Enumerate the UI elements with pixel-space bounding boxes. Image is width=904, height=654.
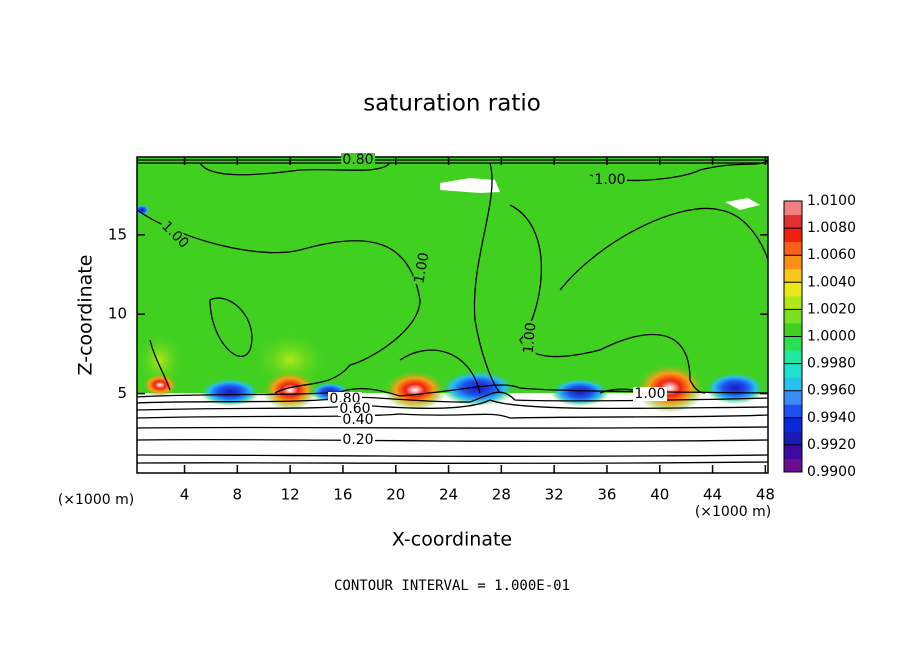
colorbar-band xyxy=(784,363,802,378)
contour-label-bg xyxy=(521,320,539,356)
colorbar-tick-label: 1.0020 xyxy=(807,301,856,317)
x-tick-label: 48 xyxy=(756,486,775,504)
colorbar-band xyxy=(784,295,802,310)
x-tick-label: 12 xyxy=(281,486,300,504)
colorbar-band xyxy=(784,350,802,365)
colorbar-tick-label: 1.0060 xyxy=(807,247,856,263)
x-tick-label: 36 xyxy=(597,486,616,504)
x-tick-label: 20 xyxy=(386,486,405,504)
colorbar-tick-label: 1.0040 xyxy=(807,274,856,290)
colorbar-band xyxy=(784,322,802,337)
y-tick-label: 5 xyxy=(117,384,127,402)
field xyxy=(137,157,768,473)
contour-label: 0.20 xyxy=(342,432,373,448)
colorbar-tick-label: 1.0100 xyxy=(807,193,856,209)
contour-label: 1.00 xyxy=(594,172,625,188)
contour-label-bg xyxy=(633,387,667,401)
colorbar-band xyxy=(784,228,802,243)
colorbar-tick-label: 0.9960 xyxy=(807,383,856,399)
y-axis-label: Z-coordinate xyxy=(75,255,97,376)
colorbar-band xyxy=(784,404,802,419)
colorbar-band xyxy=(784,417,802,432)
x-tick-label: 16 xyxy=(333,486,352,504)
colorbar-band xyxy=(784,309,802,324)
contour-label-bg xyxy=(341,433,375,447)
x-tick-label: 4 xyxy=(180,486,190,504)
plot-frame xyxy=(136,156,769,474)
colorbar-band xyxy=(784,377,802,392)
contour-label: 0.80 xyxy=(342,152,373,168)
contour-label: 1.00 xyxy=(521,322,540,354)
x-tick-label: 8 xyxy=(233,486,243,504)
y-tick-label: 10 xyxy=(108,305,127,323)
contour-label: 0.40 xyxy=(342,412,373,428)
colorbar-tick-label: 1.0000 xyxy=(807,329,856,345)
colorbar-tick-label: 0.9920 xyxy=(807,437,856,453)
x-tick-label: 40 xyxy=(650,486,669,504)
contour-label-bg xyxy=(412,250,432,286)
contour-label: 1.00 xyxy=(634,386,665,402)
y-tick-label: 15 xyxy=(108,225,127,243)
x-tick-label: 32 xyxy=(545,486,564,504)
colorbar-band xyxy=(784,282,802,297)
y-unit: (×1000 m) xyxy=(58,492,134,508)
colorbar-band xyxy=(784,214,802,229)
x-tick-label: 44 xyxy=(703,486,722,504)
x-unit: (×1000 m) xyxy=(695,504,771,520)
colorbar-tick-label: 0.9900 xyxy=(807,464,856,480)
colorbar-band xyxy=(784,268,802,283)
contour-label-bg xyxy=(338,402,372,416)
footer: CONTOUR INTERVAL = 1.000E-01 xyxy=(334,578,570,594)
contour-label-bg xyxy=(341,413,375,427)
colorbar-band xyxy=(784,241,802,256)
x-tick-label: 28 xyxy=(492,486,511,504)
colorbar-band xyxy=(784,444,802,459)
colorbar-band xyxy=(784,336,802,351)
colorbar-band xyxy=(784,255,802,270)
colorbar-band xyxy=(784,458,802,473)
colorbar-band xyxy=(784,431,802,446)
contour-label-bg xyxy=(341,153,375,167)
colorbar-tick-label: 0.9980 xyxy=(807,356,856,372)
contour-label-bg xyxy=(158,218,192,252)
contour-label-bg xyxy=(593,173,627,187)
colorbar-band xyxy=(784,390,802,405)
contour-label: 1.00 xyxy=(411,251,432,284)
colorbar-tick-label: 0.9940 xyxy=(807,410,856,426)
colorbar-band xyxy=(784,201,802,216)
x-tick-label: 24 xyxy=(439,486,458,504)
colorbar-tick-label: 1.0080 xyxy=(807,220,856,236)
chart-title: saturation ratio xyxy=(363,91,541,117)
x-axis-label: X-coordinate xyxy=(392,529,512,551)
